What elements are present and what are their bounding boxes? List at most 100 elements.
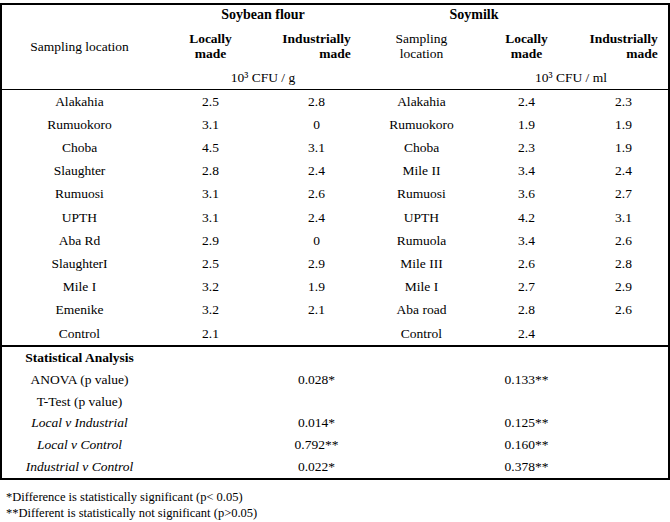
- sampling-location-label: Sampling location: [30, 39, 129, 54]
- sampling-location-milk: Alakahia: [369, 90, 474, 114]
- spacer-cell: [369, 456, 474, 478]
- table-row: Alakahia2.52.8Alakahia2.42.3: [2, 90, 668, 114]
- spacer-cell: [579, 5, 668, 26]
- spacer-cell: [369, 434, 474, 456]
- stats-row: Industrial v Control 0.022* 0.378**: [2, 456, 668, 478]
- spacer-cell: [369, 391, 474, 413]
- stats-label: T-Test (p value): [2, 391, 157, 413]
- footnote-not-significant: **Different is statistically not signifi…: [6, 505, 670, 521]
- milk-industrially-made-value: 2.7: [579, 183, 668, 206]
- flour-locally-made-value: 3.1: [157, 206, 264, 229]
- flour-locally-made-value: 2.8: [157, 160, 264, 183]
- sampling-location-flour: Control: [2, 322, 157, 346]
- sampling-location-milk: Control: [369, 322, 474, 346]
- sampling-location-flour: Slaughter: [2, 160, 157, 183]
- flour-locally-made-value: 2.5: [157, 90, 264, 114]
- milk-locally-made-value: 3.4: [474, 229, 579, 252]
- column-header-row: Sampling location Locally made Industria…: [2, 26, 668, 67]
- flour-locally-made-value: 3.1: [157, 183, 264, 206]
- stats-label: Industrial v Control: [2, 456, 157, 478]
- spacer-cell: [2, 67, 157, 90]
- flour-locally-made-value: 2.1: [157, 322, 264, 346]
- milk-industrially-made-value: 1.9: [579, 136, 668, 159]
- flour-locally-made-value: 2.5: [157, 252, 264, 275]
- sampling-location-milk: UPTH: [369, 206, 474, 229]
- stats-flour-value: [264, 391, 369, 413]
- stats-section-title: Statistical Analysis: [2, 346, 157, 369]
- table-row: SlaughterI2.52.9Mile III2.62.8: [2, 252, 668, 275]
- locally-made-label: Locally made: [189, 31, 232, 62]
- stats-milk-value: 0.378**: [474, 456, 579, 478]
- milk-industrially-made-value: 2.4: [579, 160, 668, 183]
- stats-row: Local v Industrial0.014*0.125**: [2, 412, 668, 434]
- flour-industrially-made-value: 2.4: [264, 206, 369, 229]
- stats-row: T-Test (p value): [2, 391, 668, 413]
- industrially-made-header-milk: Industrially made: [579, 26, 668, 67]
- spacer-cell: [369, 346, 474, 369]
- table-header: Soybean flour Soymilk Sampling location …: [2, 5, 668, 90]
- milk-industrially-made-value: [579, 322, 668, 346]
- spacer-cell: [369, 369, 474, 391]
- milk-industrially-made-value: 1.9: [579, 113, 668, 136]
- spacer-cell: [157, 391, 264, 413]
- milk-locally-made-value: 2.7: [474, 276, 579, 299]
- sampling-location-flour: Rumuokoro: [2, 113, 157, 136]
- spacer-cell: [2, 5, 157, 26]
- flour-industrially-made-value: 2.1: [264, 299, 369, 322]
- flour-industrially-made-value: 0: [264, 113, 369, 136]
- milk-industrially-made-value: 2.9: [579, 276, 668, 299]
- table-row: Control2.1Control2.4: [2, 322, 668, 346]
- locally-made-header-milk: Locally made: [474, 26, 579, 67]
- sampling-location-flour: Emenike: [2, 299, 157, 322]
- spacer-cell: [369, 67, 474, 90]
- stats-row: ANOVA (p value)0.028*0.133**: [2, 369, 668, 391]
- milk-locally-made-value: 2.4: [474, 90, 579, 114]
- sampling-location-flour: Rumuosi: [2, 183, 157, 206]
- stats-milk-value: [474, 391, 579, 413]
- milk-locally-made-value: 3.6: [474, 183, 579, 206]
- data-rows: Alakahia2.52.8Alakahia2.42.3Rumuokoro3.1…: [2, 90, 668, 347]
- sampling-location-milk: Rumuosi: [369, 183, 474, 206]
- results-table-container: Soybean flour Soymilk Sampling location …: [0, 3, 670, 480]
- spacer-cell: [579, 456, 668, 478]
- soymilk-group-title: Soymilk: [369, 5, 579, 26]
- locally-made-header-flour: Locally made: [157, 26, 264, 67]
- sampling-location-flour: UPTH: [2, 206, 157, 229]
- sampling-location-milk: Rumuokoro: [369, 113, 474, 136]
- spacer-cell: [579, 412, 668, 434]
- milk-industrially-made-value: 2.6: [579, 229, 668, 252]
- spacer-cell: [369, 412, 474, 434]
- table-row: UPTH3.12.4UPTH4.23.1: [2, 206, 668, 229]
- flour-industrially-made-value: 2.4: [264, 160, 369, 183]
- spacer-cell: [579, 391, 668, 413]
- flour-locally-made-value: 3.1: [157, 113, 264, 136]
- milk-locally-made-value: 2.4: [474, 322, 579, 346]
- flour-industrially-made-value: 2.8: [264, 90, 369, 114]
- table-row: Choba4.53.1Choba2.31.9: [2, 136, 668, 159]
- unit-flour: 10³ CFU / g: [157, 67, 369, 90]
- sampling-location-milk: Mile I: [369, 276, 474, 299]
- milk-locally-made-value: 2.8: [474, 299, 579, 322]
- milk-locally-made-value: 3.4: [474, 160, 579, 183]
- locally-made-label: Locally made: [505, 31, 548, 62]
- spacer-cell: [264, 346, 369, 369]
- table-row: Rumuokoro3.10Rumuokoro1.91.9: [2, 113, 668, 136]
- sampling-location-header-milk: Sampling location: [369, 26, 474, 67]
- flour-locally-made-value: 3.2: [157, 299, 264, 322]
- sampling-location-milk: Rumuola: [369, 229, 474, 252]
- flour-locally-made-value: 4.5: [157, 136, 264, 159]
- industrially-made-label: Industrially made: [589, 31, 657, 62]
- flour-locally-made-value: 3.2: [157, 276, 264, 299]
- sampling-location-flour: Alakahia: [2, 90, 157, 114]
- spacer-cell: [579, 369, 668, 391]
- sampling-location-label: Sampling location: [396, 31, 448, 62]
- flour-industrially-made-value: 3.1: [264, 136, 369, 159]
- milk-industrially-made-value: 3.1: [579, 206, 668, 229]
- stats-row: Local v Control0.792**0.160**: [2, 434, 668, 456]
- stats-milk-value: 0.125**: [474, 412, 579, 434]
- milk-locally-made-value: 2.3: [474, 136, 579, 159]
- stats-flour-value: 0.022*: [264, 456, 369, 478]
- sampling-location-flour: SlaughterI: [2, 252, 157, 275]
- footnote-significant: *Difference is statistically significant…: [6, 489, 670, 505]
- spacer-cell: [157, 346, 264, 369]
